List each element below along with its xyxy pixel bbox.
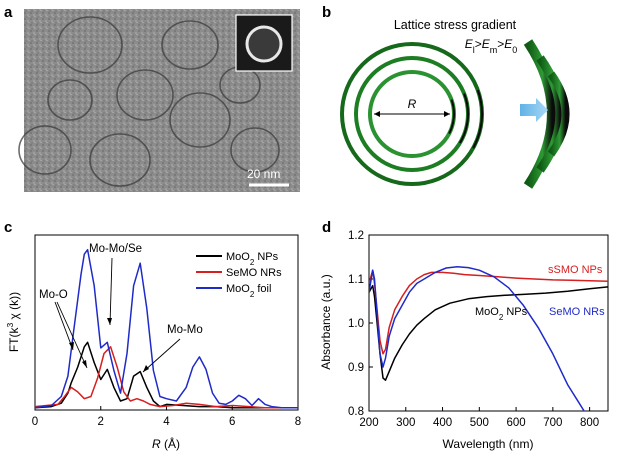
panel-label-a: a	[4, 4, 13, 21]
legend-item-semo-nrs: SeMO NRs	[226, 267, 282, 279]
chart-c-series-0	[34, 341, 298, 409]
chart-d-ytick-label: 1.0	[348, 318, 364, 330]
chart-d-xtick-label: 400	[433, 417, 452, 429]
chart-d: 200 300 400 500 600 700 800 0.8 0.9 1.0 1.1 1.2 Abs…	[319, 230, 609, 451]
chart-c-series-2	[34, 248, 298, 409]
tem-image: 20 nm	[18, 9, 300, 192]
chart-d-frame	[368, 234, 609, 412]
chart-c-xtick-label: 4	[163, 416, 170, 428]
legend-item-moo2-foil: MoO2 foil	[226, 283, 271, 299]
chart-c-xtick-label: 8	[295, 416, 301, 428]
panel-label-d: d	[322, 219, 331, 236]
shell-cross-section	[523, 39, 570, 189]
schematic: Lattice stress gradient El>Em>E0 R	[340, 18, 570, 189]
radius-label: R	[408, 97, 417, 111]
chart-d-ytick-label: 1.1	[348, 274, 364, 286]
chart-c-xtick-label: 6	[229, 416, 235, 428]
annotation-mo-o: Mo-O	[39, 289, 68, 301]
annotation-mo-mo-se: Mo-Mo/Se	[89, 243, 142, 255]
chart-c-legend: MoO2 NPs SeMO NRs MoO2 foil	[196, 251, 282, 299]
chart-c-ylabel: FT(k3 χ (k))	[5, 292, 21, 352]
chart-d-ytick-label: 1.2	[348, 230, 364, 242]
label-moo2-nps: MoO2 NPs	[475, 306, 528, 322]
chart-d-xtick-label: 600	[506, 417, 525, 429]
scale-bar-label: 20 nm	[247, 167, 280, 181]
chart-c-series-1	[34, 346, 298, 409]
stress-equation: El>Em>E0	[465, 37, 518, 55]
chart-c-xtick-label: 0	[32, 416, 38, 428]
label-semo-nrs: SeMO NRs	[549, 306, 605, 318]
panel-label-c: c	[4, 219, 12, 236]
chart-c-xtick-label: 2	[98, 416, 104, 428]
chart-c-annotations: Mo-O Mo-Mo/Se Mo-Mo	[39, 243, 203, 373]
chart-d-series-2	[369, 265, 585, 411]
chart-d-xtick-label: 300	[396, 417, 415, 429]
label-ssmo-nps: sSMO NPs	[548, 264, 603, 276]
chart-d-xtick-label: 500	[470, 417, 489, 429]
chart-d-ylabel: Absorbance (a.u.)	[319, 274, 333, 369]
chart-d-series-1	[369, 269, 608, 355]
legend-item-moo2-nps: MoO2 NPs	[226, 251, 279, 267]
annotation-mo-mo: Mo-Mo	[167, 324, 203, 336]
chart-d-xtick-label: 800	[580, 417, 599, 429]
chart-d-ytick-label: 0.9	[348, 362, 364, 374]
panel-label-b: b	[322, 4, 331, 21]
chart-c-xlabel: R (Å)	[152, 436, 180, 451]
chart-c: 0 2 4 6 8 FT(k3 χ (k)) R (Å) MoO2 NPs SeMO N…	[5, 234, 301, 451]
chart-d-ytick-label: 0.8	[348, 406, 364, 418]
schematic-title: Lattice stress gradient	[394, 18, 517, 32]
chart-d-xtick-label: 200	[359, 417, 378, 429]
chart-d-xtick-label: 700	[543, 417, 562, 429]
chart-d-xlabel: Wavelength (nm)	[443, 437, 534, 451]
arrow-icon	[520, 98, 548, 122]
